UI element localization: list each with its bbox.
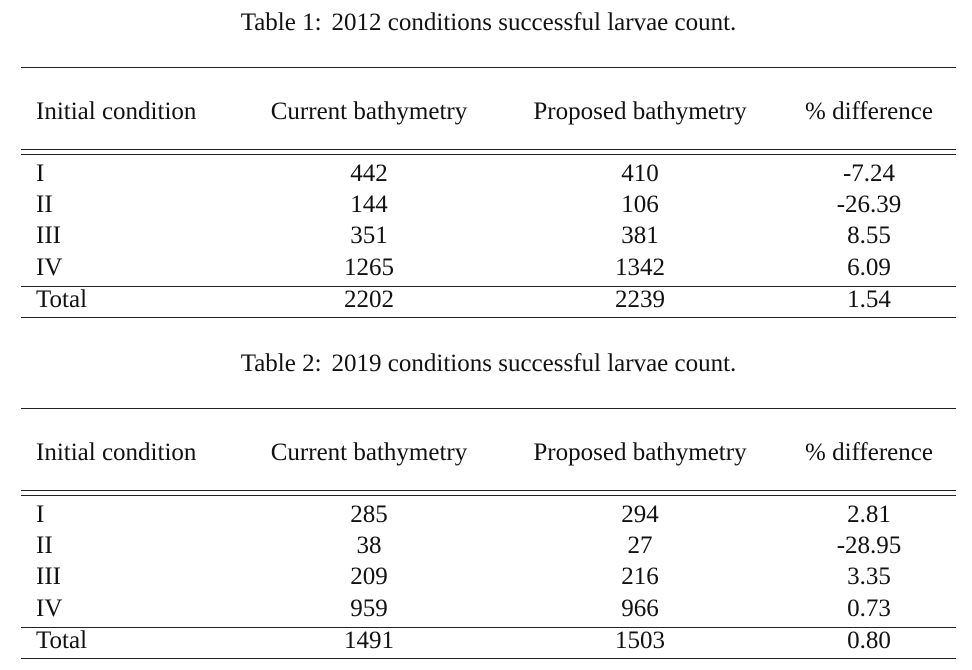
total-cell: 1491 [344,627,394,654]
header-percent-difference: % difference [805,439,933,466]
table-cell: 381 [621,222,659,249]
table-cell: 209 [350,563,388,590]
total-cell: 1.54 [847,286,891,313]
table-cell: 106 [621,191,659,218]
header-current-bathymetry: Current bathymetry [270,98,468,125]
header-rule [21,149,956,151]
table-cell: 144 [350,191,388,218]
table-cell: 351 [350,222,388,249]
table-cell: 1342 [615,254,665,281]
row-label: III [36,563,61,590]
table-caption: Table 1: 2012 conditions successful larva… [21,8,956,38]
row-label: I [36,501,45,528]
table-cell: -7.24 [842,160,896,187]
header-rule [21,495,956,497]
table-cell: 38 [356,532,382,559]
caption-label: Table 2: [240,350,322,377]
header-rule [21,490,956,492]
table-cell: 27 [627,532,653,559]
table-cell: 442 [350,160,388,187]
table-cell: 285 [350,501,388,528]
header-current-bathymetry: Current bathymetry [270,439,468,466]
header-proposed-bathymetry: Proposed bathymetry [533,98,747,125]
table-cell: 3.35 [847,563,891,590]
table-cell: 0.73 [847,595,891,622]
row-label: IV [36,254,63,281]
header-rule [21,154,956,156]
header-initial-condition: Initial condition [36,439,197,466]
top-rule [21,408,956,410]
header-initial-condition: Initial condition [36,98,197,125]
caption-label: Table 1: [240,9,322,36]
total-rule [21,627,956,629]
table-cell: -28.95 [836,532,902,559]
row-label: II [36,532,53,559]
total-label: Total [36,627,88,654]
total-label: Total [36,286,88,313]
row-label: IV [36,595,63,622]
total-cell: 0.80 [847,627,891,654]
caption-text: 2019 conditions successful larvae count. [331,350,737,377]
table-cell: 294 [621,501,659,528]
table-cell: -26.39 [836,191,902,218]
table-cell: 216 [621,563,659,590]
table-caption: Table 2: 2019 conditions successful larva… [21,349,956,379]
table-cell: 6.09 [847,254,891,281]
total-rule [21,286,956,288]
table-cell: 959 [350,595,388,622]
row-label: III [36,222,61,249]
table-cell: 8.55 [847,222,891,249]
total-cell: 1503 [615,627,665,654]
header-proposed-bathymetry: Proposed bathymetry [533,439,747,466]
table-cell: 1265 [344,254,394,281]
total-cell: 2239 [615,286,665,313]
table-cell: 2.81 [847,501,891,528]
bottom-rule [21,317,956,319]
row-label: II [36,191,53,218]
bottom-rule [21,658,956,660]
total-cell: 2202 [344,286,394,313]
header-percent-difference: % difference [805,98,933,125]
table-cell: 410 [621,160,659,187]
row-label: I [36,160,45,187]
caption-text: 2012 conditions successful larvae count. [331,9,737,36]
top-rule [21,67,956,69]
table-cell: 966 [621,595,659,622]
